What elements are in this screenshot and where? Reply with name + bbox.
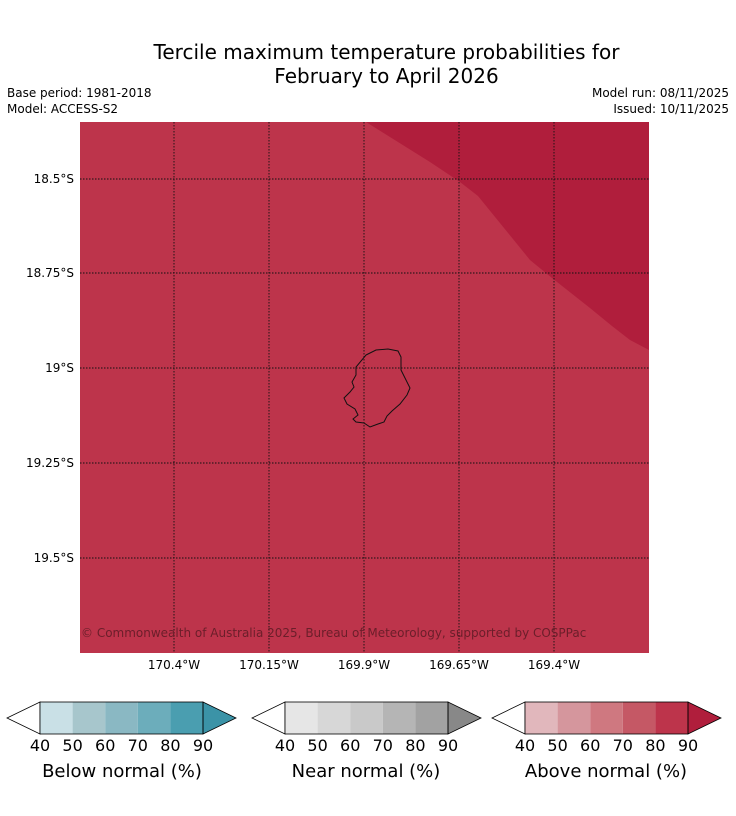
colorbar-above-strip xyxy=(491,701,722,735)
lon-label-169-65: 169.65°W xyxy=(429,658,489,672)
colorbar-near-title: Near normal (%) xyxy=(291,761,441,782)
tick-label: 40 xyxy=(274,736,296,755)
tick-label: 40 xyxy=(29,736,51,755)
base-period: Base period: 1981-2018 xyxy=(7,86,152,100)
colorbar-arrow-high xyxy=(687,701,722,735)
colorbar-arrow-low xyxy=(251,701,286,735)
colorbar-swatch xyxy=(415,702,448,734)
lat-label-18-5: 18.5°S xyxy=(33,172,74,186)
colorbar-swatch xyxy=(40,702,73,734)
tick-label: 50 xyxy=(62,736,83,755)
lon-label-170-4: 170.4°W xyxy=(147,658,201,672)
colorbar-near-strip xyxy=(251,701,482,735)
colorbar-swatch xyxy=(557,702,591,734)
tick-label: 80 xyxy=(160,736,181,755)
colorbar-swatch xyxy=(622,702,656,734)
colorbar-swatch xyxy=(105,702,138,734)
colorbar-swatch xyxy=(525,702,558,734)
lat-label-19-5: 19.5°S xyxy=(33,551,74,565)
title-line-2: February to April 2026 xyxy=(274,64,499,88)
tick-label: 40 xyxy=(514,736,536,755)
tick-label: 60 xyxy=(95,736,116,755)
tick-label: 90 xyxy=(192,736,214,755)
tick-label: 70 xyxy=(372,736,393,755)
tick-label: 70 xyxy=(612,736,633,755)
colorbar-arrow-low xyxy=(6,701,41,735)
colorbar-frame xyxy=(524,701,689,735)
lat-label-19: 19°S xyxy=(45,361,74,375)
colorbar-arrow-high xyxy=(202,701,237,735)
lat-label-18-75: 18.75°S xyxy=(26,266,74,280)
colorbar-below-title: Below normal (%) xyxy=(42,761,202,782)
colorbar-frame xyxy=(284,701,449,735)
colorbar-swatch xyxy=(170,702,203,734)
issued-date: Issued: 10/11/2025 xyxy=(613,102,729,116)
tick-label: 90 xyxy=(677,736,699,755)
colorbar-swatch xyxy=(137,702,171,734)
model-name: Model: ACCESS-S2 xyxy=(7,102,119,116)
colorbar-frame xyxy=(39,701,204,735)
lat-label-19-25: 19.25°S xyxy=(26,456,74,470)
colorbar-swatch xyxy=(285,702,318,734)
colorbar-swatch xyxy=(72,702,106,734)
colorbar-above-title: Above normal (%) xyxy=(524,761,688,782)
lon-label-170-15: 170.15°W xyxy=(239,658,299,672)
colorbar-swatch xyxy=(382,702,416,734)
colorbar-below-strip xyxy=(6,701,237,735)
niue-island-outline xyxy=(343,348,411,428)
graticule xyxy=(80,122,649,653)
lon-label-169-4: 169.4°W xyxy=(527,658,581,672)
tick-label: 60 xyxy=(340,736,361,755)
lon-label-169-9: 169.9°W xyxy=(337,658,391,672)
map-title: Tercile maximum temperature probabilitie… xyxy=(0,40,736,88)
copyright-notice: © Commonwealth of Australia 2025, Bureau… xyxy=(81,626,587,640)
meta-left: Base period: 1981-2018 Model: ACCESS-S2 xyxy=(7,85,152,117)
tick-label: 80 xyxy=(405,736,426,755)
tick-label: 60 xyxy=(580,736,601,755)
colorbar-swatch xyxy=(350,702,383,734)
colorbar-swatch xyxy=(317,702,351,734)
colorbar-arrow-low xyxy=(491,701,526,735)
tick-label: 50 xyxy=(547,736,568,755)
tick-label: 80 xyxy=(645,736,666,755)
model-run-date: Model run: 08/11/2025 xyxy=(591,86,729,100)
meta-right: Model run: 08/11/2025 Issued: 10/11/2025 xyxy=(592,85,729,117)
tick-label: 50 xyxy=(307,736,328,755)
tick-label: 90 xyxy=(437,736,459,755)
colorbar-swatch xyxy=(590,702,623,734)
title-line-1: Tercile maximum temperature probabilitie… xyxy=(153,40,620,64)
colorbar-swatch xyxy=(655,702,688,734)
colorbar-arrow-high xyxy=(447,701,482,735)
tick-label: 70 xyxy=(127,736,148,755)
